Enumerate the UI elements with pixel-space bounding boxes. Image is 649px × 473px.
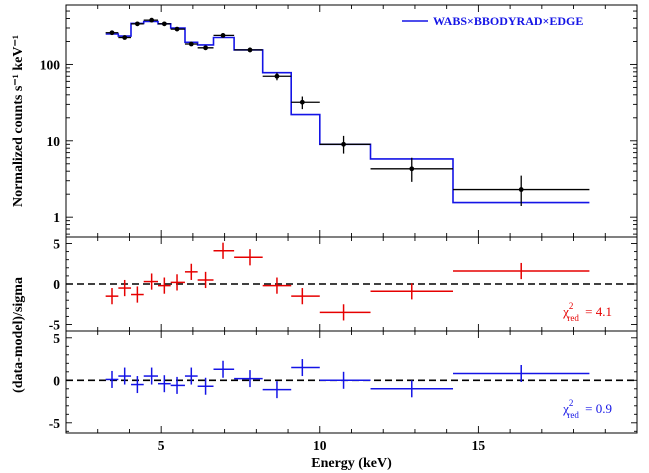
spectrum-data-point [105,30,119,36]
spectrum-data-point [213,32,235,38]
residual-point [213,360,235,378]
data-marker [161,21,167,27]
spectrum-data-point [143,17,158,23]
spectrum-data-point [234,47,263,53]
residual-point [370,283,454,300]
x-axis-label: Energy (keV) [311,456,392,471]
data-marker [247,47,253,53]
residual-point [319,371,371,389]
residual-point [234,370,263,388]
data-marker [203,45,208,51]
y-tick-label: -5 [49,318,60,333]
legend-label: WABS×BBODYRAD×EDGE [433,14,583,28]
y-tick-label: 1 [53,210,60,225]
residual-point [197,271,214,289]
residual-point [319,304,371,321]
x-tick-label: 10 [313,438,327,453]
x-tick-label: 15 [472,438,486,453]
residual-point [131,376,144,394]
x-tick-label: 5 [158,438,165,453]
data-marker [341,141,346,147]
data-marker [174,26,180,32]
y-axis-label-residuals: (data-model)/sigma [11,277,26,393]
y-tick-label: 0 [53,277,60,292]
residual-point [157,277,171,294]
residual-point [184,367,198,385]
data-marker [134,21,140,27]
residual-point [197,377,214,395]
y-tick-label: 5 [53,236,60,251]
residual-point [213,242,235,259]
spectrum-data-point [157,21,171,27]
data-marker [188,41,194,47]
residual-point [118,367,132,385]
data-marker [274,73,280,79]
residual-point [453,365,590,382]
spectrum-data-point [170,26,185,32]
residual-point [143,367,158,385]
chi-squared-annotation: χ2 red = 4.1 [562,301,612,323]
y-tick-label: -5 [49,416,60,431]
residual-point [262,381,292,399]
spectrum-data-point [262,72,292,81]
data-marker [109,30,115,36]
residual-point [118,279,132,297]
spectrum-data-point [118,35,132,40]
residual-point [131,286,144,303]
model-histogram-line [105,20,590,204]
residual-point [157,375,171,393]
residual-point [262,277,292,294]
spectrum-data-point [184,41,198,47]
residual-point [453,262,590,280]
residual-point [170,376,185,394]
residual-point [105,288,119,305]
residual-point [291,288,320,305]
data-marker [220,32,226,38]
residual-point [234,249,263,266]
data-marker [149,17,155,23]
spectrum-data-point [197,45,214,51]
spectrum-data-point [319,135,371,154]
residual-point [291,359,320,377]
data-marker [122,35,128,40]
data-marker [299,99,305,105]
data-marker [518,187,524,192]
residual-point [105,370,119,388]
spectrum-data-point [370,157,454,182]
y-tick-label: 100 [40,57,61,72]
spectrum-data-point [453,175,590,207]
y-tick-label: 0 [53,373,60,388]
residual-point [143,273,158,290]
data-marker [409,166,415,172]
spectrum-data-point [131,21,144,27]
residual-point [184,263,198,280]
chi-squared-annotation: χ2 red = 0.9 [562,398,612,420]
y-tick-label: 10 [47,134,61,149]
legend: WABS×BBODYRAD×EDGE [402,14,583,28]
y-axis-label-spectrum: Normalized counts s⁻¹ keV⁻¹ [11,35,26,207]
spectrum-data-point [291,96,320,110]
residual-point [370,380,454,398]
y-tick-label: 5 [53,331,60,346]
residual-point [170,274,185,291]
